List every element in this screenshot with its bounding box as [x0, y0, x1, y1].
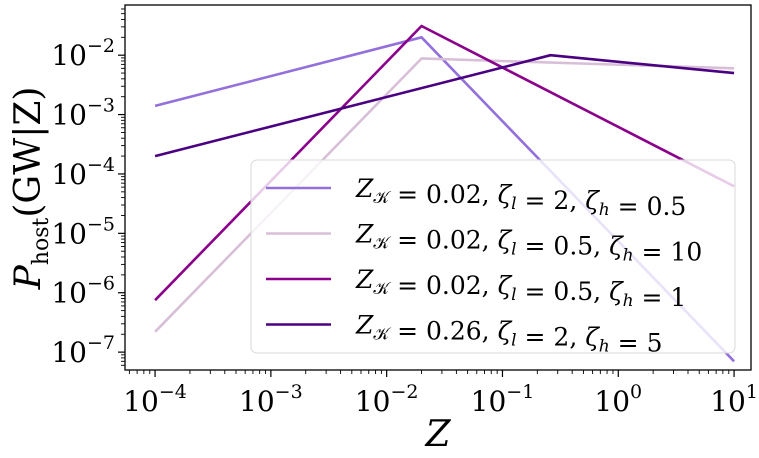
y-tick-label-4: 10−4	[51, 154, 115, 191]
y-axis-label: Phost(GW|Z)	[8, 87, 54, 291]
x-tick-label-6: 101	[710, 381, 758, 418]
series-line-4	[154, 53, 735, 158]
x-tick-label-5: 100	[594, 381, 642, 418]
y-tick-label-6: 10−2	[51, 35, 115, 72]
x-tick-label-2: 10−3	[239, 381, 303, 418]
series-line-3	[154, 24, 735, 302]
legend: Z𝒦 = 0.02, ζl = 2, ζh = 0.5Z𝒦 = 0.02, ζl…	[250, 159, 736, 358]
legend-label-2: Z𝒦 = 0.02, ζl = 0.5, ζh = 10	[355, 220, 702, 267]
axis-ticks: 10−4 10−3 10−2 10−1 100 101 10−7 10−6 10−5 10−4 10…	[51, 8, 758, 418]
x-axis-label: Z	[424, 414, 451, 455]
legend-label-3: Z𝒦 = 0.02, ζl = 0.5, ζh = 1	[355, 265, 686, 312]
x-tick-label-4: 10−1	[471, 381, 535, 418]
y-tick-label-1: 10−7	[51, 332, 115, 369]
x-tick-label-3: 10−2	[355, 381, 419, 418]
y-tick-label-3: 10−5	[51, 213, 115, 250]
legend-label-4: Z𝒦 = 0.26, ζl = 2, ζh = 5	[355, 311, 662, 358]
y-tick-label-5: 10−3	[51, 95, 115, 132]
y-tick-label-2: 10−6	[51, 273, 115, 310]
legend-label-1: Z𝒦 = 0.02, ζl = 2, ζh = 0.5	[355, 174, 686, 221]
legend-box	[250, 159, 736, 354]
series-line-2	[154, 57, 735, 333]
x-tick-label-1: 10−4	[123, 381, 187, 418]
